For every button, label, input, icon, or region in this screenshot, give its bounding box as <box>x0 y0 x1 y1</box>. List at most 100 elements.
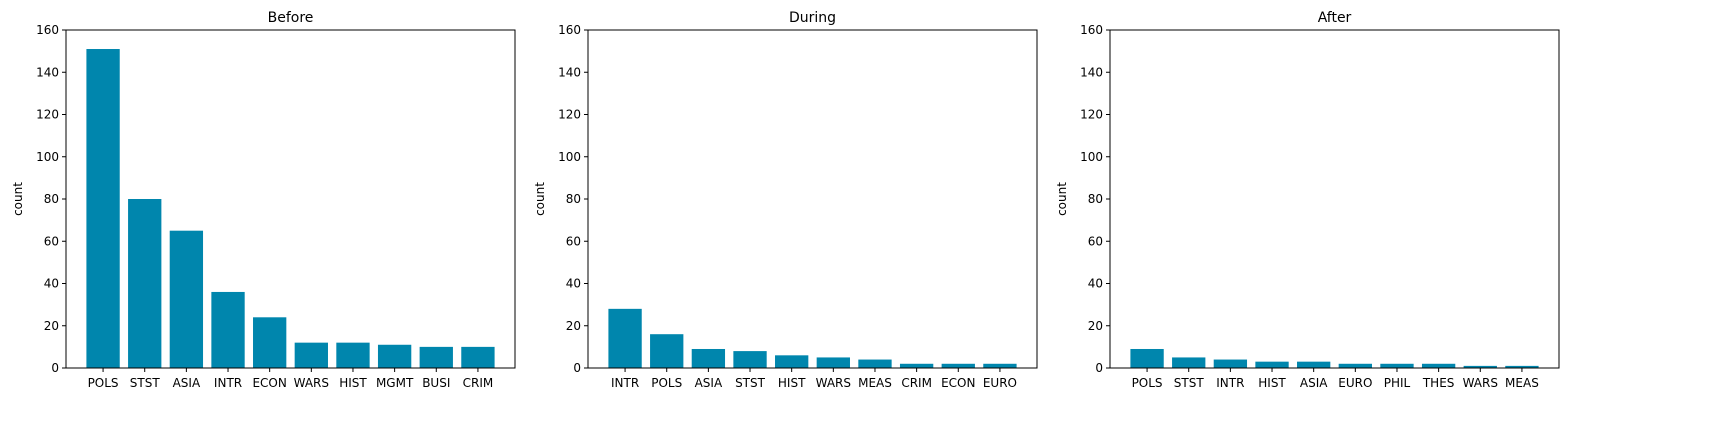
bar-phil <box>1380 363 1414 368</box>
bar-intr <box>1213 359 1248 368</box>
chart-panel-1: POLS STST ASIA INTR ECON WARS HIST MGMT BUSI CRIM… <box>11 10 516 390</box>
x-tick-label: ECON <box>941 376 975 390</box>
x-tick-label: ASIA <box>173 376 201 390</box>
bar-crim <box>899 363 934 368</box>
bar-wars <box>294 342 328 368</box>
y-tick-label: 20 <box>44 319 59 333</box>
y-tick-label: 140 <box>1080 65 1103 79</box>
y-tick-label: 100 <box>1080 150 1103 164</box>
y-axis-label: count <box>11 182 25 216</box>
y-tick-label: 120 <box>36 108 59 122</box>
chart-title: Before <box>268 10 314 26</box>
y-tick-label: 160 <box>558 23 581 37</box>
bar-intr <box>211 291 245 368</box>
bar-asia <box>169 230 204 368</box>
x-tick-label: INTR <box>611 376 639 390</box>
plot-frame <box>1109 29 1560 369</box>
bar-thes <box>1421 363 1456 368</box>
y-tick-label: 100 <box>558 150 581 164</box>
chart-title: After <box>1318 10 1352 26</box>
y-tick-label: 140 <box>558 65 581 79</box>
bar-pols <box>86 49 120 368</box>
chart-panel-3: POLS STST INTR HIST ASIA EURO PHIL THES WARS MEAS… <box>1055 10 1560 390</box>
x-tick-label: MEAS <box>1505 376 1539 390</box>
bar-econ <box>253 317 287 368</box>
x-tick-label: STST <box>130 376 161 390</box>
bar-intr <box>608 308 642 368</box>
x-tick-label: INTR <box>214 376 242 390</box>
x-tick-label: WARS <box>1463 376 1498 390</box>
y-axis-label: count <box>1055 182 1069 216</box>
x-tick-label: HIST <box>778 376 806 390</box>
x-tick-label: ECON <box>252 376 286 390</box>
bar-hist <box>1255 361 1289 368</box>
x-tick-label: POLS <box>651 376 682 390</box>
x-tick-label: WARS <box>816 376 851 390</box>
y-tick-label: 120 <box>558 108 581 122</box>
bar-hist <box>336 342 370 368</box>
chart-title: During <box>789 10 836 26</box>
y-tick-label: 0 <box>51 361 59 375</box>
x-tick-label: CRIM <box>901 376 932 390</box>
x-tick-label: BUSI <box>422 376 450 390</box>
x-tick-label: WARS <box>294 376 329 390</box>
y-tick-label: 40 <box>566 277 581 291</box>
plot-frame <box>587 29 1038 369</box>
y-tick-label: 20 <box>1088 319 1103 333</box>
x-tick-label: ASIA <box>1300 376 1328 390</box>
y-tick-label: 140 <box>36 65 59 79</box>
bar-mgmt <box>377 344 412 368</box>
x-tick-label: INTR <box>1216 376 1244 390</box>
bar-euro <box>1338 363 1372 368</box>
x-tick-label: THES <box>1422 376 1455 390</box>
bar-stst <box>128 199 162 368</box>
bar-wars <box>1463 365 1497 368</box>
y-tick-label: 120 <box>1080 108 1103 122</box>
y-tick-label: 60 <box>1088 234 1103 248</box>
x-tick-label: ASIA <box>695 376 723 390</box>
y-tick-label: 40 <box>1088 277 1103 291</box>
bar-busi <box>419 346 453 368</box>
bar-pols <box>650 334 684 368</box>
x-tick-label: EURO <box>983 376 1017 390</box>
bar-econ <box>941 363 975 368</box>
y-tick-label: 80 <box>44 192 59 206</box>
x-tick-label: CRIM <box>463 376 494 390</box>
bar-hist <box>775 355 809 368</box>
x-tick-label: STST <box>735 376 766 390</box>
y-tick-label: 0 <box>573 361 581 375</box>
x-tick-label: EURO <box>1338 376 1372 390</box>
bar-crim <box>461 346 495 368</box>
x-tick-label: POLS <box>88 376 119 390</box>
chart-panel-2: INTR POLS ASIA STST HIST WARS MEAS CRIM ECON EURO… <box>533 10 1038 390</box>
y-tick-label: 0 <box>1095 361 1103 375</box>
bar-stst <box>1172 357 1206 368</box>
bar-meas <box>858 359 892 368</box>
x-tick-label: STST <box>1174 376 1205 390</box>
bar-asia <box>691 348 726 368</box>
y-tick-label: 80 <box>566 192 581 206</box>
y-tick-label: 20 <box>566 319 581 333</box>
plot-frame <box>65 29 516 369</box>
bar-wars <box>816 357 850 368</box>
y-tick-label: 60 <box>44 234 59 248</box>
bar-asia <box>1297 361 1331 368</box>
x-tick-label: POLS <box>1132 376 1163 390</box>
x-tick-label: HIST <box>1258 376 1286 390</box>
y-tick-label: 160 <box>1080 23 1103 37</box>
x-tick-label: MGMT <box>376 376 414 390</box>
x-tick-label: PHIL <box>1384 376 1411 390</box>
y-tick-label: 60 <box>566 234 581 248</box>
bar-pols <box>1130 348 1164 368</box>
y-tick-label: 40 <box>44 277 59 291</box>
bar-euro <box>983 363 1017 368</box>
bar-meas <box>1505 365 1539 368</box>
y-tick-label: 100 <box>36 150 59 164</box>
y-tick-label: 160 <box>36 23 59 37</box>
y-tick-label: 80 <box>1088 192 1103 206</box>
y-axis-label: count <box>533 182 547 216</box>
bar-stst <box>733 351 767 368</box>
x-tick-label: MEAS <box>858 376 892 390</box>
x-tick-label: HIST <box>339 376 367 390</box>
